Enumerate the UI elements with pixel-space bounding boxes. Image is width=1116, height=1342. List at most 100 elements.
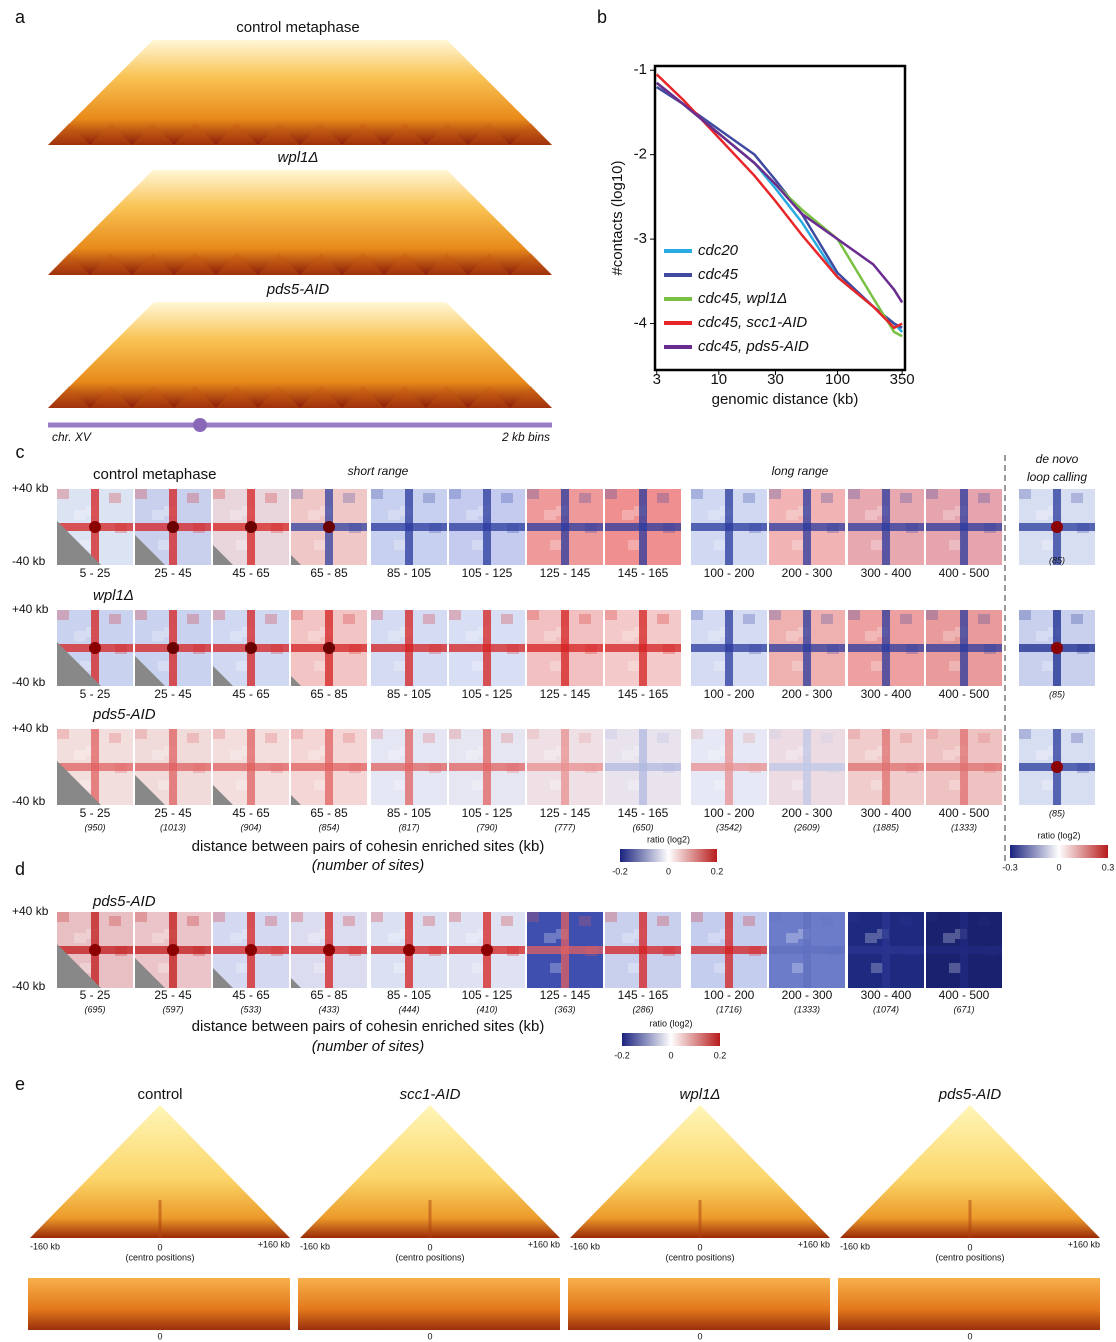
axis-label: -160 kb	[840, 1241, 870, 1251]
axis-note: (centro positions)	[665, 1252, 734, 1262]
noise	[527, 610, 539, 620]
column-label: 5 - 25	[80, 566, 111, 580]
noise	[158, 780, 170, 790]
axis-label: +160 kb	[798, 1239, 830, 1249]
tad	[468, 123, 510, 145]
tad	[510, 386, 552, 408]
axis-label: 0	[967, 1331, 972, 1341]
noise	[74, 933, 86, 943]
hic-strip	[298, 1278, 560, 1330]
noise	[628, 963, 640, 973]
count-label: (777)	[554, 822, 575, 832]
noise	[943, 933, 955, 943]
noise	[743, 733, 755, 743]
column-label: 45 - 65	[232, 566, 270, 580]
noise	[449, 729, 461, 739]
noise	[628, 540, 640, 550]
colorbar-title: ratio (log2)	[647, 834, 690, 844]
count-label: (1716)	[716, 1004, 742, 1014]
corner	[167, 944, 179, 956]
row-title: pds5-AID	[92, 706, 156, 723]
count-label: (904)	[240, 822, 261, 832]
diag	[57, 944, 101, 988]
column-label: 105 - 125	[462, 687, 513, 701]
x-tick-label: 350	[890, 371, 915, 388]
noise	[472, 540, 484, 550]
noise	[1019, 489, 1031, 499]
tad	[216, 386, 258, 408]
noise	[622, 750, 634, 760]
noise	[135, 610, 147, 620]
hic-strip	[568, 1278, 830, 1330]
noise	[871, 963, 883, 973]
panel-label: c	[16, 442, 25, 462]
noise	[622, 631, 634, 641]
noise	[786, 631, 798, 641]
noise	[80, 780, 92, 790]
tad	[384, 253, 426, 275]
column-label: 400 - 500	[939, 806, 990, 820]
column-label: 400 - 500	[939, 566, 990, 580]
column-label: 25 - 45	[154, 988, 192, 1002]
cross-v	[325, 729, 333, 805]
x-tick-label: 10	[710, 371, 727, 388]
hic-map	[48, 302, 552, 408]
x-axis-sublabel: (number of sites)	[312, 857, 425, 874]
noise	[657, 493, 669, 503]
noise	[466, 631, 478, 641]
count-label: (444)	[398, 1004, 419, 1014]
noise	[1036, 631, 1048, 641]
x-axis-label: genomic distance (kb)	[712, 391, 859, 408]
noise	[449, 912, 461, 922]
column-label: 105 - 125	[462, 566, 513, 580]
cross-v	[803, 912, 811, 988]
noise	[230, 510, 242, 520]
noise	[550, 540, 562, 550]
noise	[466, 933, 478, 943]
legend-entry: cdc45, scc1-AID	[698, 314, 807, 331]
corner	[89, 521, 101, 533]
noise	[371, 912, 383, 922]
noise	[708, 933, 720, 943]
noise	[848, 489, 860, 499]
noise	[265, 916, 277, 926]
colorbar	[620, 849, 717, 862]
noise	[236, 540, 248, 550]
noise	[900, 614, 912, 624]
diag	[213, 968, 233, 988]
map-title: wpl1Δ	[278, 149, 319, 166]
cross-v	[405, 489, 413, 565]
noise	[466, 510, 478, 520]
diag	[135, 535, 165, 565]
noise	[74, 750, 86, 760]
axis-label: 0	[157, 1331, 162, 1341]
column-label: 300 - 400	[861, 988, 912, 1002]
count-label: (3542)	[716, 822, 742, 832]
column-label: 300 - 400	[861, 687, 912, 701]
noise	[57, 729, 69, 739]
noise	[792, 661, 804, 671]
noise	[57, 912, 69, 922]
colorbar-tick: -0.2	[614, 1050, 630, 1060]
count-label: (671)	[953, 1004, 974, 1014]
diag	[291, 676, 301, 686]
noise	[579, 916, 591, 926]
tad	[426, 123, 468, 145]
corner	[89, 642, 101, 654]
y-range-label: +40 kb	[12, 721, 49, 735]
hic-strip	[28, 1278, 290, 1330]
tad	[258, 253, 300, 275]
cross-v	[405, 610, 413, 686]
corner	[323, 521, 335, 533]
axis-note: (centro positions)	[395, 1252, 464, 1262]
y-tick-label: -3	[634, 230, 647, 247]
noise	[527, 912, 539, 922]
plot-frame	[653, 64, 907, 372]
axis-label: +160 kb	[258, 1239, 290, 1249]
tad	[300, 123, 342, 145]
column-label: 65 - 85	[310, 806, 348, 820]
corner	[167, 521, 179, 533]
colorbar-tick: 0.2	[714, 1050, 727, 1060]
noise	[213, 912, 225, 922]
count-label: (695)	[84, 1004, 105, 1014]
